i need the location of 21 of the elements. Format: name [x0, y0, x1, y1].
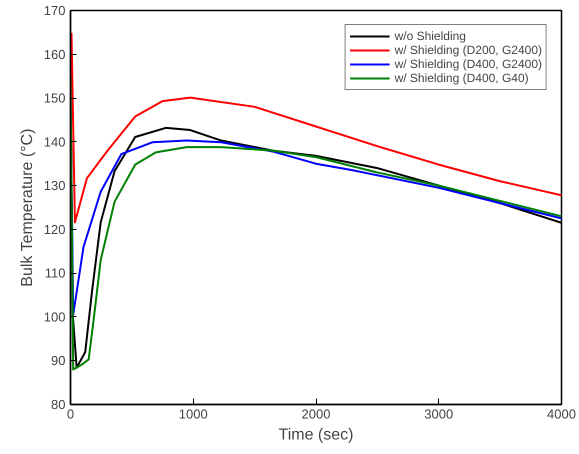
x-tick-label: 4000: [547, 406, 576, 422]
y-tick-label: 150: [44, 90, 66, 106]
y-tick-label: 160: [44, 46, 66, 62]
y-tick-label: 80: [51, 397, 66, 412]
y-tick-label: 120: [44, 222, 66, 237]
y-tick-label: 170: [44, 3, 66, 18]
x-tick-label: 3000: [424, 406, 454, 422]
x-axis-title: Time (sec): [278, 426, 354, 444]
x-tick-label: 2000: [302, 406, 330, 422]
y-tick-label: 90: [51, 353, 66, 368]
legend-label: w/ Shielding (D200, G2400): [394, 43, 542, 57]
y-tick-label: 140: [44, 134, 66, 150]
legend-label: w/ Shielding (D400, G2400): [394, 57, 542, 71]
y-axis-title: Bulk Temperature (°C): [18, 128, 36, 287]
y-tick-label: 110: [44, 266, 66, 281]
x-tick-label: 0: [66, 406, 74, 422]
y-tick-label: 130: [44, 178, 66, 194]
legend-label: w/o Shielding: [394, 29, 466, 43]
legend-label: w/ Shielding (D400, G40): [394, 71, 529, 85]
y-tick-label: 100: [44, 309, 66, 324]
x-tick-label: 1000: [178, 406, 208, 422]
